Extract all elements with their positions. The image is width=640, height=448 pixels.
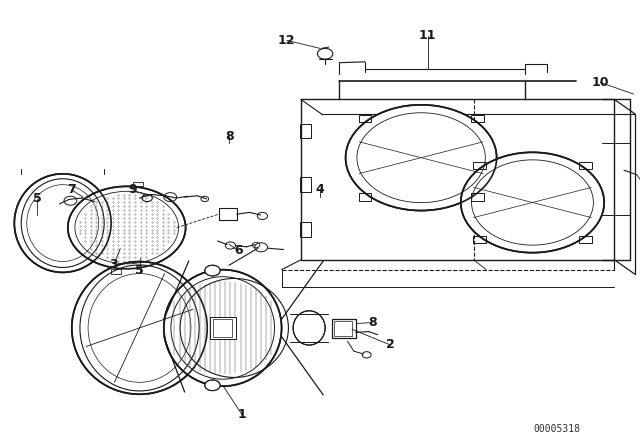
- Bar: [213, 319, 232, 337]
- Text: 8: 8: [225, 129, 234, 143]
- Ellipse shape: [293, 311, 325, 345]
- Bar: [579, 236, 592, 243]
- Circle shape: [461, 152, 604, 253]
- Bar: [471, 194, 484, 201]
- Text: 2: 2: [386, 338, 395, 352]
- Text: 3: 3: [109, 258, 118, 271]
- Bar: [132, 181, 143, 186]
- Text: 8: 8: [368, 316, 377, 329]
- Text: 10: 10: [591, 76, 609, 89]
- Bar: [300, 222, 311, 237]
- Ellipse shape: [72, 262, 207, 394]
- Ellipse shape: [164, 270, 282, 386]
- Bar: [332, 319, 356, 338]
- Bar: [334, 321, 352, 336]
- Text: 6: 6: [234, 244, 243, 258]
- Text: 7: 7: [67, 183, 76, 197]
- Circle shape: [205, 380, 220, 391]
- Bar: [300, 124, 311, 138]
- Text: 00005318: 00005318: [533, 424, 580, 434]
- Circle shape: [346, 105, 497, 211]
- Bar: [210, 317, 236, 339]
- Bar: [358, 115, 371, 122]
- Ellipse shape: [14, 174, 111, 272]
- Bar: [473, 236, 486, 243]
- Bar: [471, 115, 484, 122]
- Text: 11: 11: [419, 29, 436, 43]
- Bar: [358, 194, 371, 201]
- Bar: [300, 177, 311, 192]
- Circle shape: [205, 265, 220, 276]
- Bar: [219, 208, 237, 220]
- Text: 5: 5: [135, 264, 144, 277]
- Bar: [473, 162, 486, 169]
- Text: 9: 9: [129, 183, 138, 197]
- Bar: [111, 269, 121, 274]
- Text: 1: 1: [237, 408, 246, 421]
- Text: 4: 4: [316, 183, 324, 197]
- Circle shape: [68, 186, 186, 269]
- Text: 5: 5: [33, 192, 42, 206]
- Bar: [579, 162, 592, 169]
- Text: 12: 12: [278, 34, 296, 47]
